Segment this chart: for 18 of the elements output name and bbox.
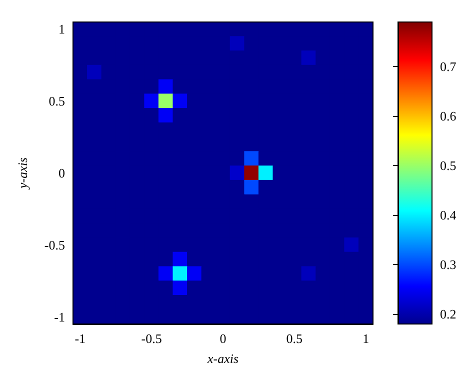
color-bar-label: 0.2 [440,306,456,322]
x-tick-label: 0 [220,331,226,346]
y-tick-label: -0.5 [44,237,65,252]
color-bar-label: 0.3 [440,257,456,272]
y-tick-label: 0.5 [48,94,65,109]
x-tick-label: -0.5 [141,331,162,346]
color-bar-label: 0.4 [440,208,457,223]
y-tick-label: 1 [58,22,65,37]
y-tick-label: 0 [58,166,65,180]
y-axis-title: y-axis [15,157,30,191]
x-tick-label: 0.5 [286,331,303,346]
color-bar-label: 0.6 [440,108,457,124]
color-bar-label: 0.7 [440,59,457,74]
x-axis-title: x-axis [206,351,239,366]
y-tick-label: -1 [54,309,65,324]
x-tick-label: 1 [362,331,370,346]
color-bar-label: 0.5 [440,158,456,174]
x-tick-label: -1 [74,331,86,346]
